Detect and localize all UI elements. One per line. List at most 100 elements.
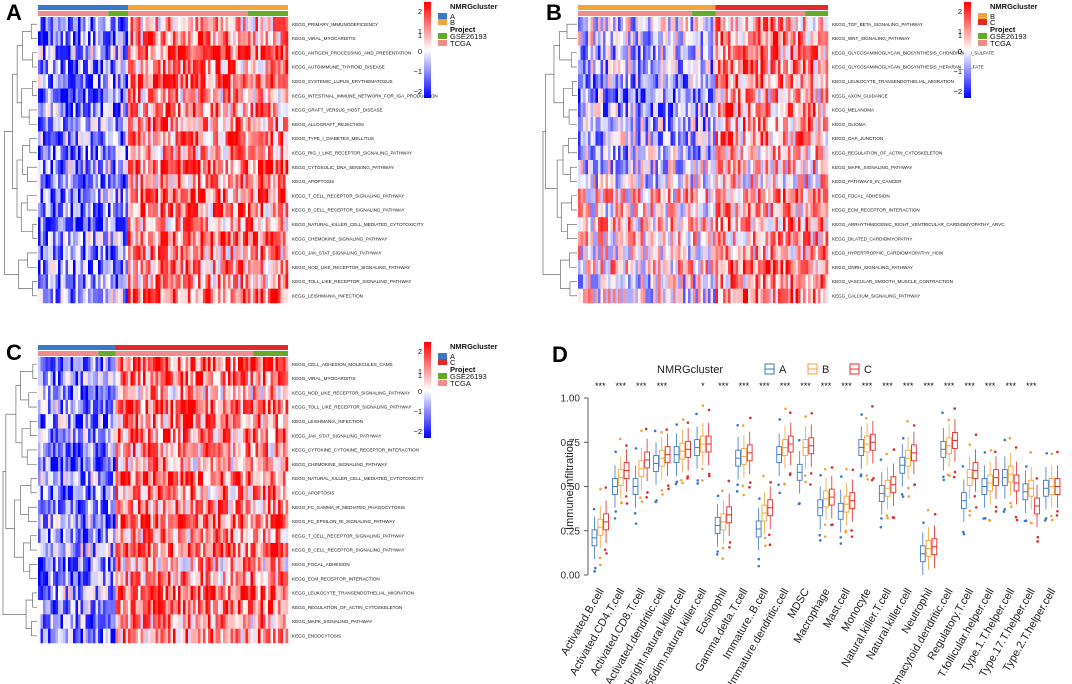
heatmap-cell [813, 174, 816, 189]
heatmap-cell [175, 231, 179, 247]
heatmap-cell [80, 288, 84, 304]
heatmap-cell [43, 414, 46, 429]
row-label: KEGG_INTESTINAL_IMMUNE_NETWORK_FOR_IGA_P… [292, 93, 438, 98]
heatmap-cell [148, 371, 151, 386]
heatmap-cell [693, 88, 696, 104]
heatmap-cell [205, 117, 209, 132]
heatmap-cell [583, 45, 586, 61]
heatmap-cell [723, 174, 726, 189]
row-label: KEGG_PRIMARY_IMMUNODEFICIENCY [292, 22, 378, 27]
heatmap-cell [808, 245, 811, 261]
heatmap-cell [678, 260, 681, 275]
heatmap-cell [628, 31, 631, 46]
heatmap-cell [248, 274, 251, 289]
dendrogram-branch [569, 252, 577, 268]
heatmap-cell [778, 102, 781, 118]
heatmap-cell [70, 17, 74, 32]
heatmap-cell [170, 160, 174, 175]
heatmap-cell [240, 102, 244, 118]
heatmap-cell [185, 288, 189, 304]
heatmap-cell [733, 131, 736, 146]
heatmap-cell [110, 217, 114, 232]
heatmap-cell [730, 102, 734, 118]
heatmap-cell [165, 188, 169, 204]
heatmap-cell [623, 160, 626, 175]
heatmap-cell [593, 117, 596, 132]
heatmap-cell [215, 288, 219, 304]
heatmap-cell [675, 217, 679, 232]
heatmap-cell [190, 371, 194, 386]
heatmap-cell [70, 399, 74, 415]
heatmap-cell [763, 174, 766, 189]
heatmap-cell [48, 357, 51, 372]
heatmap-cell [115, 245, 119, 261]
heatmap-cell [115, 102, 119, 118]
heatmap-cell [665, 217, 669, 232]
heatmap-cell [693, 231, 696, 247]
heatmap-cell [678, 74, 681, 89]
heatmap-cell [243, 17, 246, 32]
heatmap-cell [653, 217, 656, 232]
heatmap-cell [708, 188, 711, 204]
heatmap-cell [578, 188, 581, 204]
heatmap-cell [198, 357, 201, 372]
heatmap-cell [178, 245, 181, 261]
heatmap-cell [168, 202, 171, 218]
heatmap-cell [78, 131, 81, 146]
heatmap-cell [800, 217, 804, 232]
heatmap-cell [228, 74, 231, 89]
heatmap-cell [40, 88, 44, 104]
heatmap-cell [100, 17, 104, 32]
heatmap-cell [665, 88, 669, 104]
heatmap-cell [125, 131, 129, 146]
heatmap-cell [153, 31, 156, 46]
heatmap-cell [823, 74, 826, 89]
heatmap-cell [203, 174, 206, 189]
heatmap-cell [160, 202, 164, 218]
heatmap-cell [95, 45, 99, 61]
heatmap-cell [125, 188, 129, 204]
heatmap-cell [625, 288, 629, 304]
heatmap-cell [53, 117, 56, 132]
heatmap-cell [695, 174, 699, 189]
heatmap-cell [145, 357, 149, 372]
heatmap-cell [805, 217, 809, 232]
heatmap-cell [98, 457, 101, 472]
heatmap-cell [610, 59, 614, 75]
heatmap-cell [588, 145, 591, 161]
heatmap-cell [233, 145, 236, 161]
heatmap-cell [820, 231, 824, 247]
heatmap-cell [660, 202, 664, 218]
heatmap-cell [163, 231, 166, 247]
heatmap-cell [595, 102, 599, 118]
heatmap-cell [258, 88, 261, 104]
heatmap-cell [685, 74, 689, 89]
heatmap-cell [103, 274, 106, 289]
heatmap-cell [200, 88, 204, 104]
heatmap-cell [600, 160, 604, 175]
heatmap-cell [55, 102, 59, 118]
heatmap-cell [275, 385, 279, 401]
heatmap-cell [75, 131, 79, 146]
heatmap-cell [70, 231, 74, 247]
heatmap-cell [88, 274, 91, 289]
heatmap-cell [218, 145, 221, 161]
heatmap-cell [245, 442, 249, 458]
heatmap-cell [215, 260, 219, 275]
heatmap-cell [580, 160, 584, 175]
heatmap-cell [210, 117, 214, 132]
heatmap-cell [133, 414, 136, 429]
heatmap-cell [210, 457, 214, 472]
heatmap-cell [278, 385, 281, 401]
heatmap-cell [823, 260, 826, 275]
heatmap-cell [695, 102, 699, 118]
heatmap-cell [683, 217, 686, 232]
heatmap-cell [788, 131, 791, 146]
heatmap-cell [620, 160, 624, 175]
heatmap-cell [825, 174, 829, 189]
heatmap-cell [750, 188, 754, 204]
heatmap-cell [803, 274, 806, 289]
heatmap-cell [750, 131, 754, 146]
heatmap-cell [228, 188, 231, 204]
heatmap-cell [245, 202, 249, 218]
